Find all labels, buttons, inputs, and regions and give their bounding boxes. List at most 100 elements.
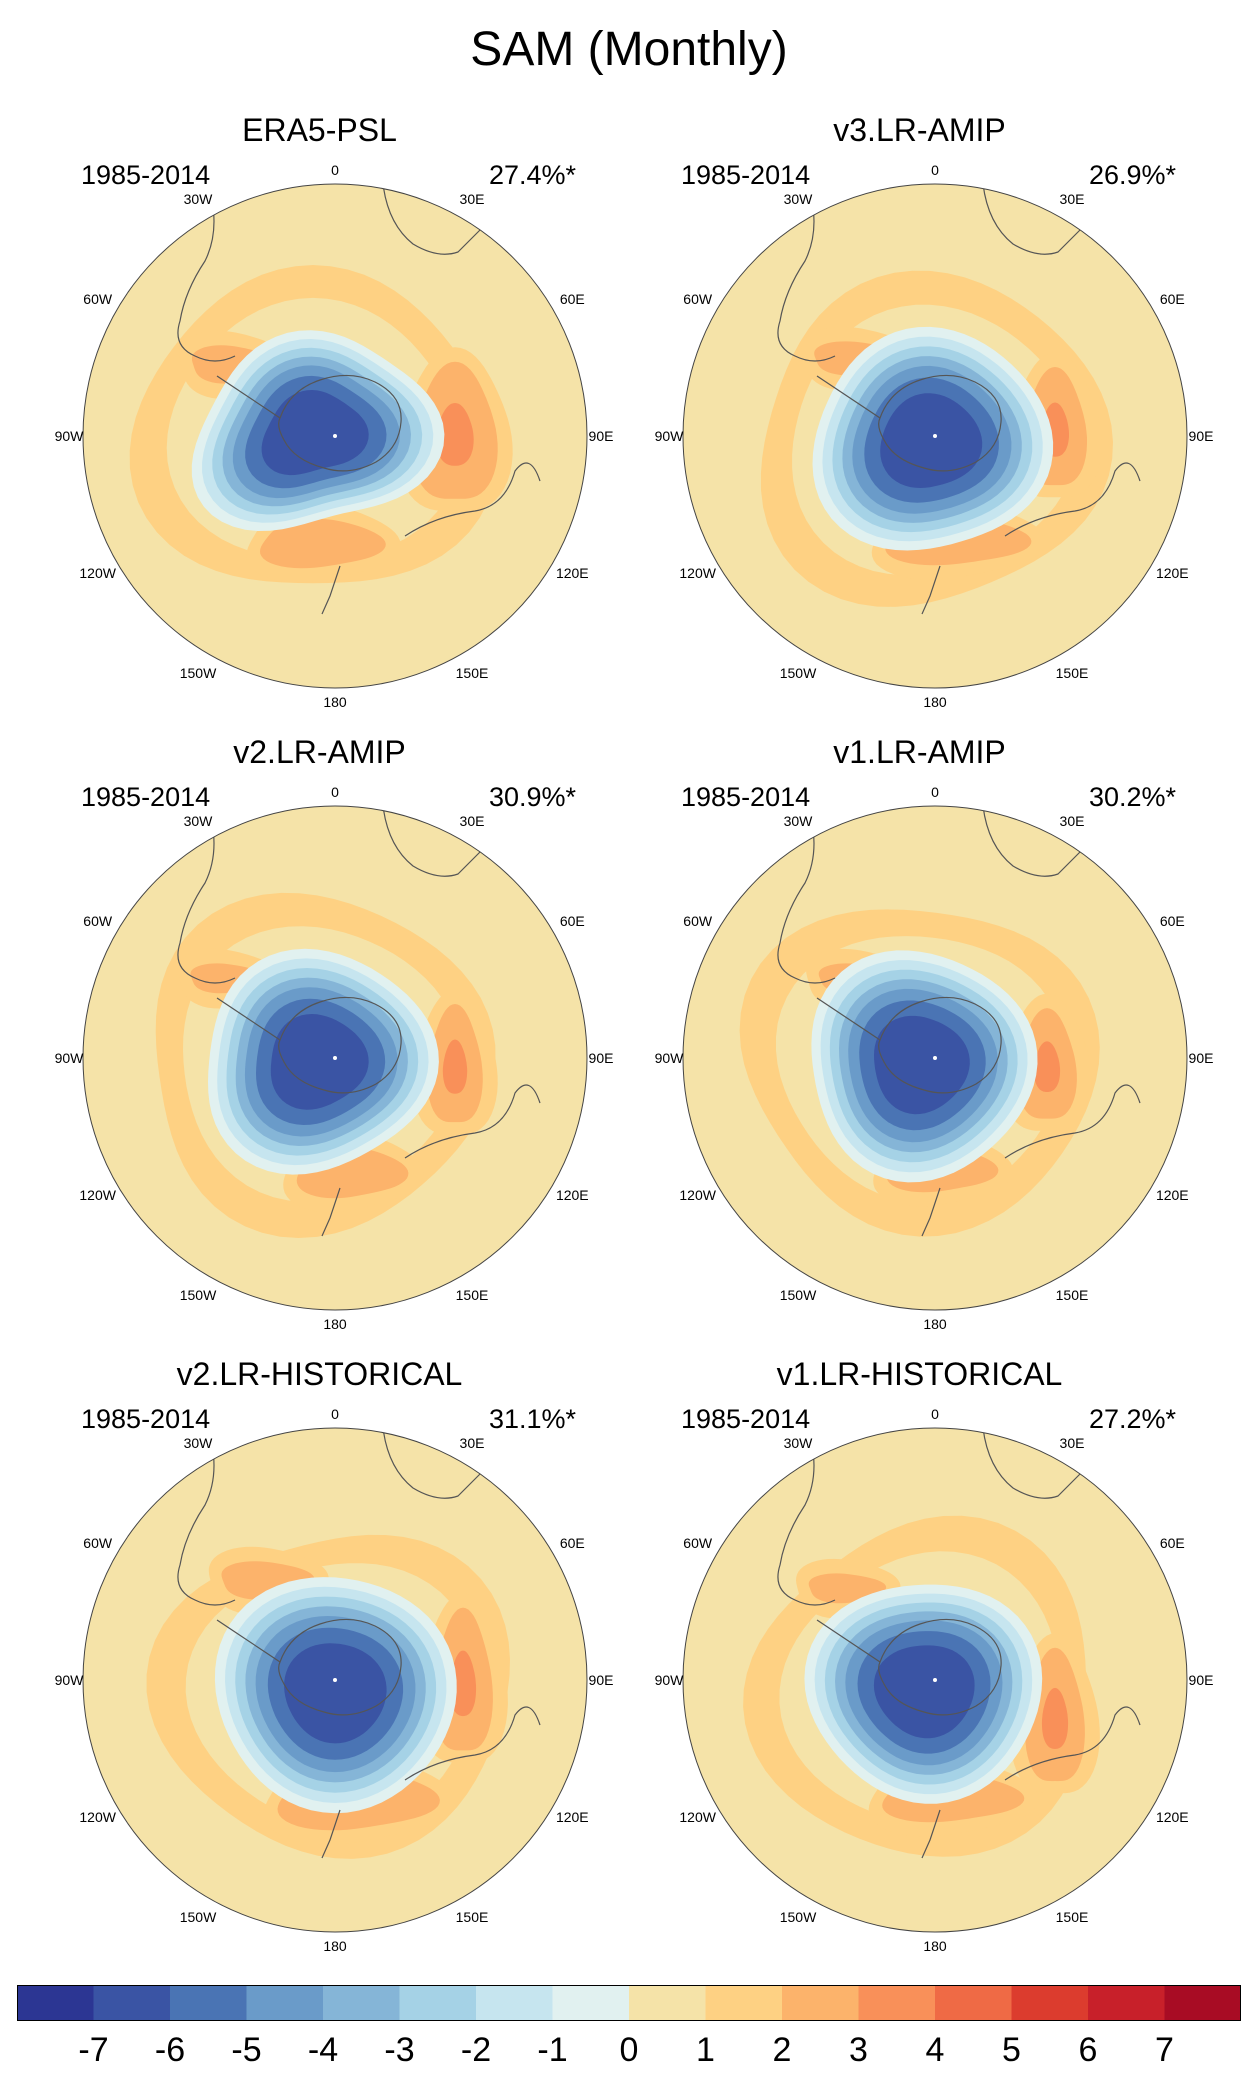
longitude-label: 0 bbox=[931, 1406, 939, 1422]
coastline-segment bbox=[321, 565, 341, 615]
longitude-label: 150W bbox=[779, 1287, 817, 1304]
longitude-label: 150W bbox=[779, 1909, 817, 1926]
map-boundary bbox=[82, 805, 588, 1311]
longitude-label: 180 bbox=[923, 1316, 947, 1332]
map-boundary bbox=[682, 183, 1188, 689]
map-boundary bbox=[82, 183, 588, 689]
panel-title: v2.LR-HISTORICAL bbox=[176, 1356, 463, 1392]
coastline-segment bbox=[404, 1084, 541, 1159]
longitude-label: 0 bbox=[931, 784, 939, 800]
coastlines bbox=[777, 1428, 1141, 1859]
longitude-label: 150W bbox=[179, 1909, 217, 1926]
coastline-segment bbox=[278, 374, 402, 472]
longitude-label: 60W bbox=[83, 1535, 113, 1551]
longitude-label: 90E bbox=[588, 1050, 614, 1066]
coastline-segment bbox=[1004, 462, 1141, 537]
panel-title: v3.LR-AMIP bbox=[833, 112, 1006, 148]
colorbar-tick-label: 2 bbox=[772, 2031, 792, 2069]
longitude-label: 0 bbox=[931, 162, 939, 178]
colorbar-swatch bbox=[858, 1985, 936, 2021]
map-field bbox=[83, 806, 587, 1310]
coastline-segment bbox=[278, 1618, 402, 1716]
longitude-label: 180 bbox=[323, 1938, 347, 1954]
panel-title: ERA5-PSL bbox=[242, 112, 397, 148]
coastline-segment bbox=[816, 375, 881, 419]
longitude-label: 60W bbox=[83, 291, 113, 307]
longitude-label: 150W bbox=[179, 1287, 217, 1304]
longitude-label: 30W bbox=[183, 812, 213, 829]
longitude-label: 30W bbox=[183, 1434, 213, 1451]
longitude-label: 120W bbox=[79, 1809, 116, 1825]
colorbar-swatch bbox=[476, 1985, 553, 2021]
longitude-label: 30E bbox=[1059, 1434, 1085, 1451]
polar-map bbox=[82, 183, 588, 689]
longitude-label: 90W bbox=[654, 1672, 684, 1688]
longitude-label: 150E bbox=[455, 1287, 489, 1304]
coastline-segment bbox=[1004, 1706, 1141, 1781]
map-panel: v3.LR-AMIP 1985-2014 26.9%* 0 30E 60E 90E 120E 1… bbox=[605, 112, 1234, 732]
panel-period: 1985-2014 bbox=[81, 782, 211, 812]
colorbar-swatch bbox=[782, 1985, 859, 2021]
panel-title: v1.LR-HISTORICAL bbox=[776, 1356, 1063, 1392]
south-pole-marker bbox=[333, 434, 337, 438]
coastline-segment bbox=[278, 996, 402, 1094]
colorbar-swatch bbox=[552, 1985, 630, 2021]
colorbar-swatch bbox=[1088, 1985, 1165, 2021]
coastline-segment bbox=[1004, 1084, 1141, 1159]
longitude-label: 150E bbox=[455, 665, 489, 682]
panel-variance: 31.1%* bbox=[489, 1404, 577, 1434]
longitude-label: 90E bbox=[1188, 1672, 1214, 1688]
high-anomaly-core bbox=[1033, 1041, 1061, 1092]
coastline-segment bbox=[982, 1428, 1084, 1499]
longitude-label: 90W bbox=[54, 1050, 84, 1066]
coastline-segment bbox=[777, 812, 836, 984]
south-pole-marker bbox=[333, 1678, 337, 1682]
colorbar-swatch bbox=[93, 1985, 171, 2021]
longitude-label: 90E bbox=[1188, 428, 1214, 444]
longitude-label: 90W bbox=[54, 1672, 84, 1688]
longitude-label: 0 bbox=[331, 784, 339, 800]
panel-period: 1985-2014 bbox=[681, 160, 811, 190]
longitude-label: 120E bbox=[1155, 1809, 1189, 1825]
colorbar-tick-label: 1 bbox=[696, 2031, 715, 2069]
coastline-segment bbox=[216, 997, 281, 1041]
coastline-segment bbox=[321, 1187, 341, 1237]
longitude-label: 0 bbox=[331, 162, 339, 178]
panel-period: 1985-2014 bbox=[681, 1404, 811, 1434]
panel-variance: 30.9%* bbox=[489, 782, 577, 812]
longitude-label: 60E bbox=[1159, 291, 1185, 307]
coastline-segment bbox=[177, 1434, 236, 1606]
coastline-segment bbox=[382, 806, 484, 877]
low-anomaly-level-7 bbox=[261, 390, 369, 476]
map-field bbox=[83, 184, 587, 688]
panel-variance: 26.9%* bbox=[1089, 160, 1177, 190]
panel-title: v1.LR-AMIP bbox=[833, 734, 1006, 770]
colorbar: -7 -6 -5 -4 -3 -2 -1 0 1 2 3 4 5 6 7 bbox=[17, 1985, 1242, 2073]
colorbar-swatch bbox=[1164, 1985, 1242, 2021]
coastlines bbox=[177, 1428, 541, 1859]
polar-map bbox=[82, 805, 588, 1311]
map-boundary bbox=[682, 805, 1188, 1311]
coastline-segment bbox=[177, 812, 236, 984]
longitude-label: 150E bbox=[1055, 1909, 1089, 1926]
longitude-label: 60W bbox=[683, 291, 713, 307]
colorbar-swatch bbox=[17, 1985, 94, 2021]
longitude-label: 30W bbox=[783, 190, 813, 207]
coastline-segment bbox=[404, 1706, 541, 1781]
south-pole-marker bbox=[933, 434, 937, 438]
high-anomaly-core bbox=[436, 403, 474, 466]
longitude-label: 150E bbox=[1055, 1287, 1089, 1304]
high-anomaly bbox=[260, 518, 386, 569]
coastline-segment bbox=[816, 997, 881, 1041]
map-panel: v2.LR-HISTORICAL 1985-2014 31.1%* 0 30E 60E 90… bbox=[5, 1356, 634, 1976]
colorbar-swatch bbox=[705, 1985, 783, 2021]
longitude-label: 60W bbox=[683, 1535, 713, 1551]
polar-map bbox=[682, 183, 1188, 689]
longitude-label: 120E bbox=[555, 1809, 589, 1825]
longitude-label: 120W bbox=[679, 1187, 716, 1203]
longitude-label: 60W bbox=[683, 913, 713, 929]
coastline-segment bbox=[216, 1619, 281, 1663]
map-field bbox=[683, 806, 1187, 1310]
longitude-label: 90E bbox=[1188, 1050, 1214, 1066]
colorbar-swatch bbox=[399, 1985, 477, 2021]
